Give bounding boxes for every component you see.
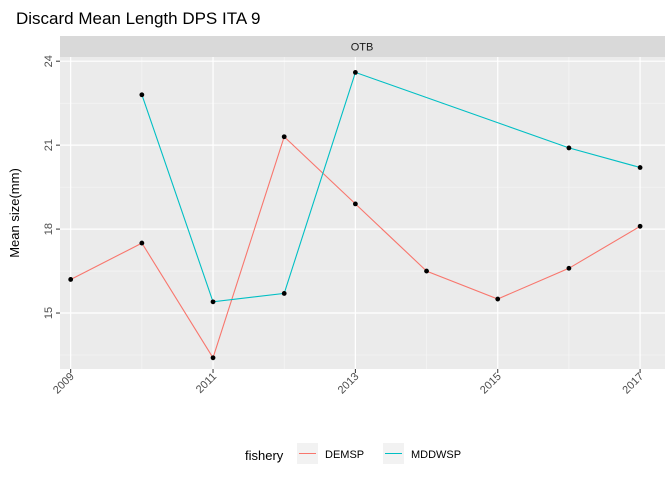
x-tick-label: 2017 — [620, 371, 646, 397]
data-point-mddwsp — [281, 291, 287, 296]
x-tick-label: 2009 — [51, 371, 77, 397]
data-point-mddwsp — [139, 92, 145, 98]
y-tick-label: 21 — [43, 139, 55, 151]
y-tick-label: 18 — [43, 223, 55, 235]
legend-title: fishery — [245, 448, 284, 463]
data-point-mddwsp — [210, 299, 216, 305]
data-point-demsp — [566, 265, 572, 271]
data-point-demsp — [68, 277, 74, 282]
grid-lines — [60, 57, 665, 369]
legend: fishery DEMSP MDDWSP — [245, 443, 461, 464]
data-point-demsp — [637, 223, 643, 229]
legend-label-mddwsp: MDDWSP — [411, 449, 461, 461]
legend-label-demsp: DEMSP — [325, 449, 364, 461]
data-point-demsp — [424, 268, 429, 274]
data-point-demsp — [352, 201, 358, 207]
y-tick-label: 24 — [43, 55, 55, 67]
facet-label: OTB — [351, 42, 374, 54]
y-tick-label: 15 — [43, 307, 55, 319]
y-axis-title: Mean size(mm) — [7, 168, 22, 258]
series-line-mddwsp — [141, 71, 641, 303]
plot-panel — [60, 57, 665, 369]
data-point-mddwsp — [566, 145, 572, 151]
data-point-mddwsp — [637, 165, 643, 170]
data-point-mddwsp — [352, 69, 358, 75]
x-tick-label: 2011 — [194, 371, 219, 396]
data-point-demsp — [495, 296, 501, 302]
facet-strip — [60, 36, 665, 57]
data-point-demsp — [281, 134, 287, 140]
data-points — [68, 69, 643, 361]
chart-title: Discard Mean Length DPS ITA 9 — [16, 9, 260, 28]
x-tick-label: 2013 — [336, 371, 362, 397]
x-tick-label: 2015 — [478, 371, 504, 397]
data-point-demsp — [210, 355, 216, 361]
data-point-demsp — [139, 240, 145, 246]
